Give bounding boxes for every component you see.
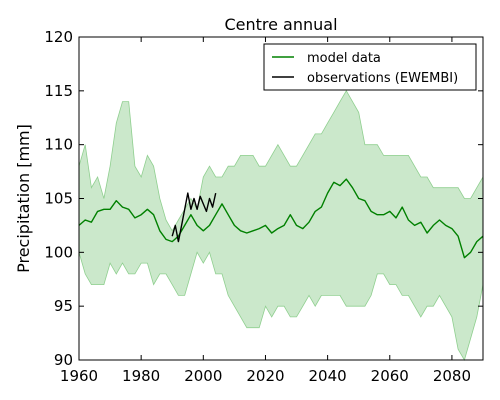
y-tick-label: 100 (44, 243, 73, 261)
x-tick-label: 2020 (246, 367, 284, 385)
legend-label-observations: observations (EWEMBI) (307, 71, 458, 86)
x-tick-label: 2000 (184, 367, 222, 385)
x-tick-label: 2040 (309, 367, 347, 385)
legend-label-model: model data (307, 51, 381, 66)
series-line-model (78, 178, 484, 259)
y-tick-label: 95 (54, 297, 73, 315)
legend-box (263, 43, 477, 91)
x-tick-label: 1960 (60, 367, 98, 385)
y-tick-label: 120 (44, 28, 73, 46)
y-tick-label: 90 (54, 351, 73, 369)
y-axis-label: Precipitation [mm] (14, 124, 33, 273)
x-tick-label: 2060 (371, 367, 409, 385)
legend: model data observations (EWEMBI) (263, 43, 477, 91)
x-tick-label: 2080 (433, 367, 471, 385)
y-tick-label: 115 (44, 82, 73, 100)
y-axis: 90 95 100 105 110 115 120 (44, 28, 483, 369)
y-tick-label: 105 (44, 190, 73, 208)
series-lines (78, 178, 484, 259)
y-tick-label: 110 (44, 136, 73, 154)
chart-title: Centre annual (224, 15, 337, 34)
x-axis: 1960 1980 2000 2020 2040 2060 2080 (60, 37, 471, 385)
x-tick-label: 1980 (122, 367, 160, 385)
series-line-observations (171, 192, 217, 243)
